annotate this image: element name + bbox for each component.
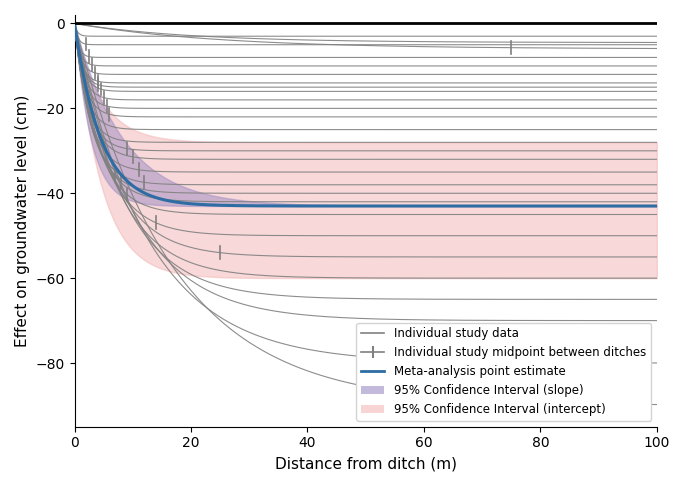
Y-axis label: Effect on groundwater level (cm): Effect on groundwater level (cm) [15,95,30,347]
X-axis label: Distance from ditch (m): Distance from ditch (m) [275,456,457,471]
Legend: Individual study data, Individual study midpoint between ditches, Meta-analysis : Individual study data, Individual study … [356,323,651,421]
